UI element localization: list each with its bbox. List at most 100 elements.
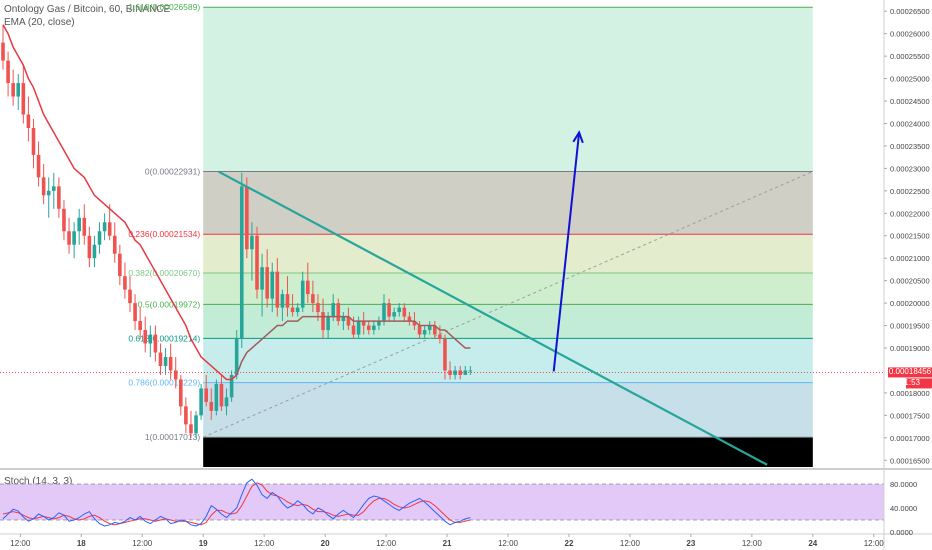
time-tick-label: 20 bbox=[321, 539, 330, 548]
candle-body bbox=[209, 401, 214, 411]
price-tick-label: 0.00019500 bbox=[890, 322, 930, 331]
candle-body bbox=[148, 334, 153, 344]
ema-line bbox=[235, 315, 471, 376]
time-tick-label: 12:00 bbox=[742, 539, 763, 548]
candle-body bbox=[163, 356, 168, 366]
price-tick-label: 0.00019000 bbox=[890, 344, 930, 353]
candle-body bbox=[189, 424, 193, 434]
arrow-head bbox=[572, 130, 584, 144]
candle-body bbox=[458, 370, 462, 375]
candle-body bbox=[123, 276, 127, 290]
time-tick-label: 12:00 bbox=[132, 539, 153, 548]
stoch-k-line bbox=[2, 478, 471, 527]
last-price-box bbox=[888, 367, 932, 378]
price-tick-label: 0.00023000 bbox=[890, 164, 930, 173]
candle-body bbox=[402, 307, 407, 317]
price-tick-label: 0.00017000 bbox=[890, 434, 930, 443]
price-tick-label: 0.00023500 bbox=[890, 142, 930, 151]
last-price-tag: 0.00018456 bbox=[888, 367, 932, 376]
candle-body bbox=[153, 334, 158, 353]
price-tick-label: 0.00021000 bbox=[890, 254, 930, 263]
price-tick-label: 0.00022500 bbox=[890, 187, 930, 196]
candle-body bbox=[224, 397, 229, 407]
fib-zone bbox=[203, 234, 813, 274]
candle-body bbox=[453, 370, 457, 375]
time-tick-label: 12:00 bbox=[864, 539, 885, 548]
fib-level-label: 1.618(0.00026589) bbox=[128, 2, 200, 12]
candle-body bbox=[179, 379, 183, 407]
candle-body bbox=[250, 235, 254, 250]
fib-level-label: 1(0.00017013) bbox=[145, 432, 200, 442]
candle-body bbox=[158, 352, 163, 366]
candle-body bbox=[26, 114, 31, 128]
candle-body bbox=[443, 339, 447, 371]
time-tick-label: 23 bbox=[686, 539, 695, 548]
candle-body bbox=[1, 42, 5, 61]
price-tick-label: 0.00017500 bbox=[890, 411, 930, 420]
candle-body bbox=[118, 253, 122, 277]
candle-body bbox=[372, 325, 376, 331]
fib-zone bbox=[203, 171, 813, 235]
candle-body bbox=[107, 222, 112, 236]
fib-zone bbox=[203, 304, 813, 339]
candle-body bbox=[168, 356, 173, 371]
candle-body bbox=[31, 127, 36, 155]
candle-body bbox=[57, 186, 61, 209]
price-tick-label: 0.00021500 bbox=[890, 232, 930, 241]
candle-body bbox=[407, 316, 412, 322]
fib-level-label: 0.236(0.00021534) bbox=[128, 229, 200, 239]
candle-body bbox=[194, 415, 198, 434]
candle-body bbox=[87, 235, 92, 259]
candle-body bbox=[143, 330, 148, 344]
time-tick-label: 22 bbox=[565, 539, 574, 548]
candle-body bbox=[77, 217, 81, 232]
candle-body bbox=[300, 280, 305, 308]
candle-body bbox=[356, 321, 361, 335]
candle-body bbox=[433, 325, 437, 335]
candle-body bbox=[346, 316, 351, 326]
candle-body bbox=[290, 307, 295, 313]
fib-level-label: 0.618(0.00019214) bbox=[128, 333, 200, 343]
price-tick-label: 0.00024000 bbox=[890, 119, 930, 128]
overlays bbox=[0, 24, 932, 466]
stochastic-pane bbox=[0, 468, 932, 527]
candle-body bbox=[382, 303, 386, 322]
candle-body bbox=[128, 289, 132, 304]
candle-body bbox=[173, 370, 178, 380]
time-tick-label: 12:00 bbox=[254, 539, 275, 548]
candle-body bbox=[199, 388, 203, 416]
fib-zone bbox=[203, 382, 813, 438]
candle-body bbox=[41, 177, 46, 196]
candle-body bbox=[468, 370, 473, 372]
price-tick-label: 0.00026000 bbox=[890, 30, 930, 39]
candle-body bbox=[438, 334, 442, 340]
candle-body bbox=[36, 154, 41, 178]
candle-body bbox=[427, 325, 432, 331]
candle-body bbox=[377, 321, 381, 326]
candle-body bbox=[397, 307, 402, 313]
candle-body bbox=[21, 83, 26, 115]
candle-body bbox=[260, 267, 264, 290]
ema-legend: EMA (20, close) bbox=[4, 17, 75, 28]
stoch-tick-label: 80.0000 bbox=[890, 480, 917, 489]
time-tick-label: 21 bbox=[443, 539, 452, 548]
stoch-tick-label: 0.0000 bbox=[890, 528, 913, 537]
candle-body bbox=[392, 312, 396, 317]
fib-level-label: 0.382(0.00020670) bbox=[128, 268, 200, 278]
candle-body bbox=[270, 271, 275, 299]
candle-body bbox=[275, 271, 280, 308]
candle-body bbox=[229, 374, 234, 398]
stoch-legend: Stoch (14, 3, 3) bbox=[4, 476, 73, 487]
price-tick-label: 0.00025500 bbox=[890, 52, 930, 61]
time-tick-label: 12:00 bbox=[620, 539, 641, 548]
fibonacci-extension: 1.618(0.00026589) 0(0.00022931) 0.236(0.00… bbox=[128, 2, 813, 467]
chart-title: Ontology Gas / Bitcoin, 60, BINANCE bbox=[4, 4, 171, 15]
candle-body bbox=[311, 294, 315, 304]
candle-body bbox=[102, 222, 107, 232]
candle-body bbox=[52, 186, 56, 191]
candle-body bbox=[387, 303, 391, 317]
candle-body bbox=[285, 294, 290, 308]
fib-zone bbox=[203, 338, 813, 383]
fib-level-label: 0.786(0.00018229) bbox=[128, 378, 200, 388]
